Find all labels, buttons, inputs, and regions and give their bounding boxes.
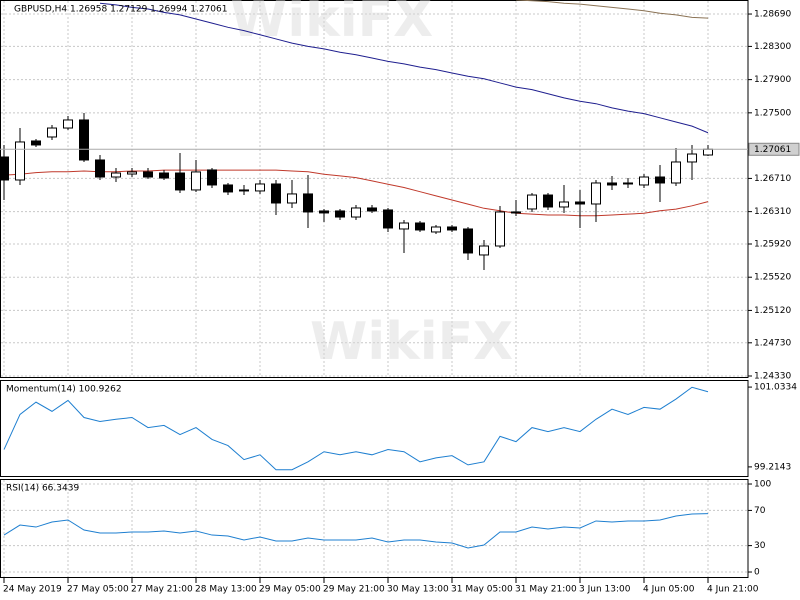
y-tick-label: 99.2143 xyxy=(754,462,791,472)
candle-body xyxy=(111,172,121,178)
y-tick-label: 101.0334 xyxy=(754,383,797,393)
y-tick-label: 0 xyxy=(754,568,760,578)
x-tick-label: 24 May 2019 xyxy=(3,585,62,595)
candle-body xyxy=(191,171,201,191)
candle-body xyxy=(31,140,41,146)
candle-body xyxy=(623,182,633,185)
x-tick-label: 31 May 21:00 xyxy=(515,585,577,595)
candle-body xyxy=(143,171,153,178)
panel-title: Momentum(14) 100.9262 xyxy=(6,385,122,395)
y-tick-label: 1.28690 xyxy=(754,10,791,20)
y-tick-label: 100 xyxy=(754,480,771,490)
x-tick-label: 4 Jun 05:00 xyxy=(643,585,695,595)
candle-body xyxy=(351,207,361,218)
current-price-box xyxy=(748,142,800,156)
x-tick-label: 4 Jun 21:00 xyxy=(707,585,759,595)
candle-body xyxy=(175,172,185,191)
candle-body xyxy=(95,159,105,178)
x-tick-label: 29 May 05:00 xyxy=(259,585,321,595)
candle-body xyxy=(63,119,73,129)
candle-body xyxy=(543,194,553,208)
candle-body xyxy=(639,176,649,186)
candle-body xyxy=(607,182,617,186)
y-tick-label: 1.27900 xyxy=(754,75,791,85)
panel-frame xyxy=(0,0,749,378)
candle-body xyxy=(671,161,681,184)
candle-body xyxy=(239,189,249,192)
candle-body xyxy=(431,226,441,233)
candle-body xyxy=(159,172,169,179)
candle-body xyxy=(655,176,665,184)
y-tick-label: 1.24330 xyxy=(754,372,791,382)
indicator-line xyxy=(3,386,709,471)
x-tick-label: 29 May 21:00 xyxy=(323,585,385,595)
x-tick-label: 28 May 13:00 xyxy=(195,585,257,595)
candle-body xyxy=(447,226,457,231)
candle-body xyxy=(79,119,89,161)
y-tick-label: 1.25920 xyxy=(754,240,791,250)
y-tick-label: 1.27500 xyxy=(754,108,791,118)
panel-frame xyxy=(0,380,749,477)
candle-body xyxy=(287,193,297,204)
candle-body xyxy=(15,141,25,181)
candle-body xyxy=(207,169,217,186)
y-tick-label: 1.25520 xyxy=(754,273,791,283)
current-price-label: 1.27061 xyxy=(754,145,791,155)
panel-frame xyxy=(0,479,749,578)
candle-body xyxy=(0,156,9,181)
y-tick-label: 1.26710 xyxy=(754,174,791,184)
candle-body xyxy=(415,222,425,231)
y-tick-label: 1.28300 xyxy=(754,42,791,52)
candle-body xyxy=(463,228,473,254)
y-tick-label: 1.24730 xyxy=(754,338,791,348)
candle-body xyxy=(47,127,57,138)
candle-body xyxy=(399,222,409,230)
candle-body xyxy=(495,211,505,247)
y-tick-label: 30 xyxy=(754,541,766,551)
x-tick-label: 31 May 05:00 xyxy=(451,585,513,595)
x-tick-label: 27 May 21:00 xyxy=(131,585,193,595)
panel-title: RSI(14) 66.3439 xyxy=(6,484,79,494)
candle-body xyxy=(127,171,137,175)
y-tick-label: 70 xyxy=(754,506,766,516)
moving-average-line xyxy=(99,2,709,134)
candle-body xyxy=(335,210,345,218)
x-tick-label: 3 Jun 13:00 xyxy=(579,585,631,595)
candle-body xyxy=(703,148,713,156)
watermark: WikiFX xyxy=(230,0,433,49)
candle-body xyxy=(479,245,489,256)
x-tick-label: 30 May 13:00 xyxy=(387,585,449,595)
y-tick-label: 1.26310 xyxy=(754,207,791,217)
indicator-line xyxy=(3,513,709,549)
candle-body xyxy=(559,201,569,208)
moving-average-line xyxy=(515,0,709,19)
candle-body xyxy=(527,194,537,210)
candle-body xyxy=(271,183,281,204)
moving-average-line xyxy=(3,169,709,217)
candle-body xyxy=(319,210,329,214)
candle-body xyxy=(591,182,601,205)
watermark: WikiFX xyxy=(310,312,513,372)
candle-body xyxy=(367,207,377,212)
panel-title: GBPUSD,H4 1.26958 1.27129 1.26994 1.2706… xyxy=(14,5,227,15)
candle-body xyxy=(687,153,697,163)
x-tick-label: 27 May 05:00 xyxy=(67,585,129,595)
candle-body xyxy=(575,201,585,205)
y-tick-label: 1.25120 xyxy=(754,306,791,316)
candle-body xyxy=(303,193,313,213)
candle-body xyxy=(223,184,233,193)
candle-body xyxy=(383,209,393,229)
candle-body xyxy=(255,183,265,192)
candle-body xyxy=(511,211,521,214)
